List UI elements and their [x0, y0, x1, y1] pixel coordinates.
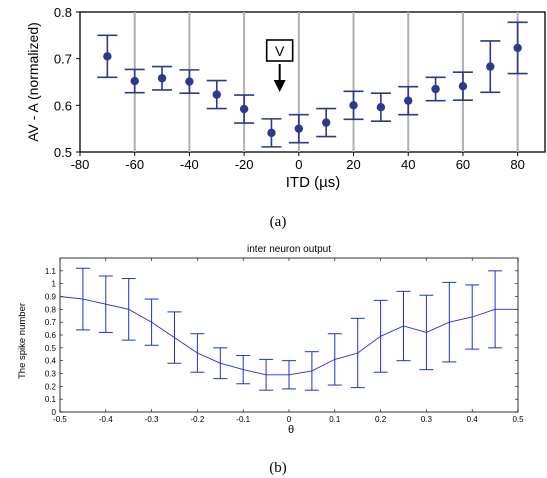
y-tick-label: 1 [52, 280, 57, 289]
annotation-box [265, 39, 294, 62]
x-tick-label: 40 [401, 157, 415, 172]
y-tick-label: 0.7 [54, 52, 72, 67]
data-point [349, 101, 358, 110]
y-tick-label: 0.2 [45, 382, 57, 391]
panel-a-chart: -80 -60 -40 -20 0 20 40 60 80 0.5 0.6 0.7 0.8 ITD (µs… [25, 5, 546, 191]
chart-title: inter neuron output [247, 244, 331, 255]
y-tick-label: 0.3 [45, 370, 57, 379]
y-tick-label: 0.8 [45, 305, 57, 314]
data-point [267, 128, 276, 138]
x-tick-label: 0.1 [329, 415, 341, 424]
x-tick-label: 80 [510, 157, 524, 172]
y-tick-label: 0.1 [45, 395, 57, 404]
annotation-arrow-head [273, 80, 286, 92]
data-point [239, 104, 249, 114]
x-tick-label: 0.2 [375, 415, 387, 424]
plot-area-a [79, 11, 546, 153]
x-tick-label: 0 [287, 415, 292, 424]
x-tick-label: -0.5 [53, 415, 67, 424]
y-tick-label: 0.8 [54, 5, 72, 20]
y-tick-label: 1.1 [45, 267, 57, 276]
y-tick-label: 0.4 [45, 357, 57, 366]
data-point [103, 52, 112, 61]
y-tick-label: 0.5 [54, 145, 72, 160]
panel-b-caption: (b) [269, 460, 287, 476]
data-point [185, 77, 194, 86]
y-tick-label: 0.7 [45, 318, 57, 327]
data-point [294, 124, 304, 133]
x-axis-label: ITD (µs) [286, 174, 340, 191]
data-point [486, 62, 495, 71]
panel-b-chart: inter neuron output -0.5 -0.4 -0.3 -0.2 -0.1 0… [17, 244, 524, 436]
x-tick-label: 0 [295, 157, 302, 172]
annotation-label: V [275, 43, 285, 59]
x-tick-label: 0.3 [421, 415, 433, 424]
x-tick-label: -40 [180, 157, 199, 172]
x-tick-label: -0.4 [99, 415, 113, 424]
x-tick-label: 60 [456, 157, 470, 172]
y-tick-label: 0.6 [54, 98, 72, 113]
y-tick-label: 0.6 [45, 331, 57, 340]
y-tick-label: 0.9 [45, 293, 57, 302]
x-tick-label: -60 [125, 157, 144, 172]
x-tick-label: 0.5 [512, 415, 524, 424]
data-point [458, 82, 468, 91]
data-point [404, 96, 413, 105]
x-tick-label: -0.1 [236, 415, 250, 424]
x-tick-label: -0.3 [145, 415, 159, 424]
data-point [321, 118, 331, 127]
data-point [513, 43, 522, 53]
x-tick-label: 0.4 [467, 415, 479, 424]
y-axis-label: AV - A (normalized) [25, 22, 41, 142]
x-tick-label: -20 [235, 157, 254, 172]
data-point [212, 90, 221, 99]
y-tick-label: 0 [52, 408, 57, 417]
x-tick-label: -80 [71, 157, 90, 172]
y-axis-label: The spike number [17, 303, 28, 379]
data-point [157, 74, 167, 83]
data-point [376, 103, 386, 112]
x-tick-label: -0.2 [191, 415, 205, 424]
panel-a-caption: (a) [270, 214, 287, 230]
y-tick-label: 0.5 [45, 344, 57, 353]
data-point [431, 84, 440, 94]
x-axis-label: θ [288, 424, 294, 436]
data-point [130, 76, 139, 86]
x-tick-label: 20 [346, 157, 360, 172]
